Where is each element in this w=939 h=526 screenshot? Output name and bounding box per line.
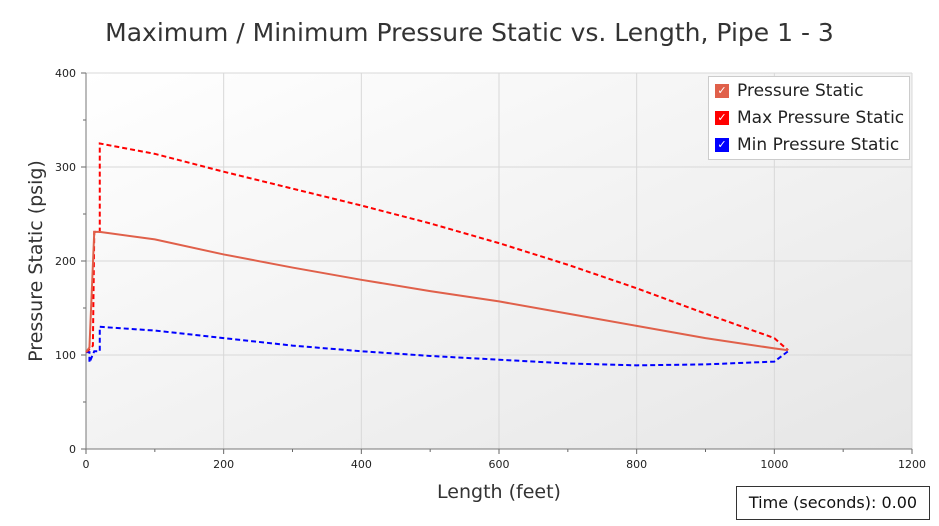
x-tick-label: 800: [626, 458, 647, 471]
x-tick-label: 400: [351, 458, 372, 471]
legend-label: Min Pressure Static: [737, 134, 900, 155]
checkbox-icon[interactable]: ✓: [715, 137, 729, 152]
y-axis-label: Pressure Static (psig): [25, 160, 47, 362]
y-tick-label: 0: [69, 443, 76, 456]
x-tick-label: 200: [213, 458, 234, 471]
checkbox-icon[interactable]: ✓: [715, 110, 729, 125]
legend-item[interactable]: ✓ Max Pressure Static: [709, 104, 909, 131]
x-axis-label: Length (feet): [437, 481, 561, 503]
checkbox-icon[interactable]: ✓: [715, 83, 729, 98]
time-readout: Time (seconds): 0.00: [736, 486, 930, 520]
series-line-pressure-static: [85, 230, 789, 353]
chart-title: Maximum / Minimum Pressure Static vs. Le…: [105, 18, 834, 47]
y-tick-label: 400: [55, 67, 76, 80]
legend-label: Pressure Static: [737, 80, 864, 101]
legend-label: Max Pressure Static: [737, 107, 905, 128]
series-line-min-pressure-static: [86, 325, 789, 367]
y-tick-label: 300: [55, 161, 76, 174]
x-tick-label: 600: [489, 458, 510, 471]
y-tick-label: 200: [55, 255, 76, 268]
x-tick-label: 1000: [760, 458, 788, 471]
legend: ✓ Pressure Static ✓ Max Pressure Static ✓ Min…: [708, 76, 910, 160]
legend-item[interactable]: ✓ Pressure Static: [709, 77, 909, 104]
x-tick-label: 1200: [898, 458, 926, 471]
y-tick-label: 100: [55, 349, 76, 362]
legend-item[interactable]: ✓ Min Pressure Static: [709, 131, 909, 158]
x-tick-label: 0: [83, 458, 90, 471]
